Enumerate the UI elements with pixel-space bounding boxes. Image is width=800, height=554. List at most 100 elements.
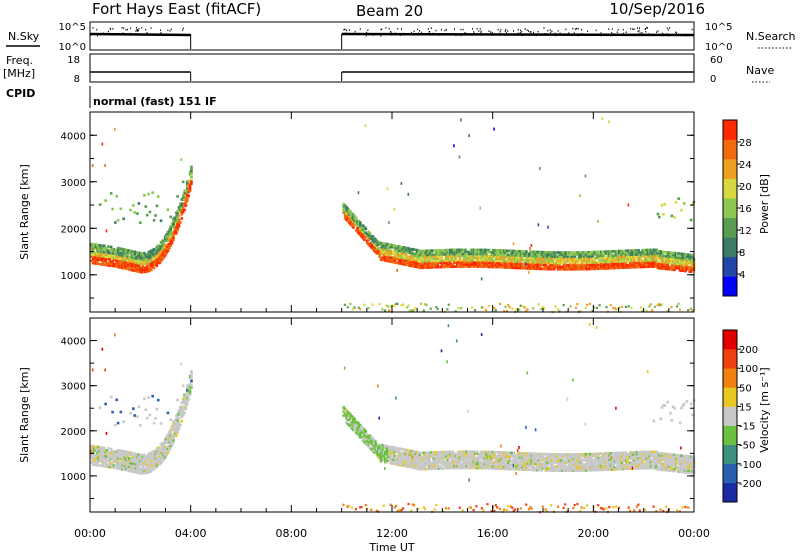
scatter-cell (360, 427, 364, 431)
nsky-point (366, 31, 368, 34)
scatter-cell (401, 246, 405, 249)
scatter-cell (609, 256, 613, 260)
scatter-cell (100, 252, 103, 256)
scatter-cell (346, 422, 350, 426)
scatter-cell (530, 462, 534, 466)
scatter-cell (509, 266, 513, 269)
scatter-cell (176, 228, 179, 232)
scatter-cell (576, 259, 579, 263)
scatter-cell (584, 257, 588, 260)
scatter-cell (509, 255, 513, 259)
scatter-cell (555, 467, 559, 470)
scatter-cell (504, 259, 507, 263)
scatter-cell (570, 259, 574, 263)
scatter-cell (561, 463, 564, 466)
scatter-cell (466, 456, 470, 460)
scatter-cell (508, 306, 511, 309)
scatter-cell (532, 456, 535, 460)
scatter-cell (172, 422, 175, 426)
scatter-cell (129, 469, 132, 473)
scatter-cell (479, 464, 483, 468)
scatter-cell (609, 303, 612, 307)
scatter-cell (137, 405, 141, 409)
scatter-cell (429, 451, 433, 454)
scatter-cell (346, 416, 350, 420)
scatter-cell (519, 507, 522, 510)
scatter-cell (418, 264, 422, 268)
scatter-cell (440, 255, 444, 258)
nsky-point (397, 27, 399, 30)
scatter-cell (152, 468, 156, 471)
scatter-cell (382, 242, 386, 245)
scatter-cell (177, 210, 181, 213)
scatter-cell (425, 251, 429, 255)
scatter-cell (431, 263, 434, 267)
scatter-cell (572, 455, 575, 458)
scatter-cell (144, 255, 148, 259)
scatter-cell (90, 255, 94, 258)
scatter-cell (408, 449, 412, 453)
scatter-cell (552, 263, 556, 267)
scatter-cell (187, 398, 190, 401)
scatter-cell (392, 260, 395, 264)
scatter-cell (138, 467, 142, 471)
scatter-cell (428, 249, 431, 253)
scatter-cell (389, 503, 392, 506)
scatter-cell (382, 248, 386, 252)
scatter-cell (455, 454, 459, 458)
scatter-cell (383, 452, 387, 456)
nsky-point (505, 34, 507, 36)
scatter-cell (141, 268, 145, 272)
scatter-cell (379, 451, 383, 455)
scatter-cell (494, 465, 498, 468)
scatter-cell (440, 458, 444, 462)
scatter-cell (601, 256, 604, 260)
scatter-cell (350, 218, 354, 221)
scatter-cell (129, 260, 132, 263)
scatter-cell (574, 257, 578, 261)
scatter-cell (152, 459, 156, 463)
scatter-cell (516, 448, 519, 452)
scatter-cell (364, 438, 368, 441)
scatter-cell (130, 268, 134, 272)
scatter-cell (152, 451, 156, 455)
scatter-cell (404, 252, 408, 256)
scatter-cell (176, 213, 179, 217)
scatter-cell (523, 266, 527, 270)
scatter-cell (177, 220, 181, 224)
scatter-cell (114, 221, 117, 224)
scatter-cell (176, 218, 179, 221)
scatter-cell (473, 265, 477, 268)
scatter-cell (386, 451, 390, 454)
scatter-cell (116, 458, 120, 462)
scatter-cell (404, 263, 408, 267)
scatter-cell (491, 463, 495, 466)
scatter-cell (561, 455, 564, 458)
scatter-cell (563, 268, 567, 271)
scatter-cell (363, 303, 366, 306)
scatter-cell (487, 261, 491, 264)
scatter-cell (381, 258, 384, 262)
scatter-cell (597, 454, 600, 458)
nsky-point (453, 28, 455, 30)
scatter-cell (516, 258, 520, 261)
scatter-cell (666, 310, 669, 313)
scatter-cell (163, 449, 167, 453)
scatter-cell (424, 303, 427, 306)
scatter-cell (652, 259, 656, 262)
scatter-cell (595, 254, 599, 258)
scatter-cell (190, 374, 193, 377)
scatter-cell (141, 264, 145, 268)
scatter-cell (363, 428, 366, 432)
scatter-cell (588, 302, 592, 305)
scatter-cell (383, 259, 387, 262)
scatter-cell (588, 253, 592, 256)
scatter-cell (162, 457, 166, 461)
scatter-cell (356, 226, 359, 230)
scatter-cell (637, 261, 640, 265)
scatter-cell (176, 414, 179, 418)
nsky-point (577, 34, 579, 37)
scatter-cell (418, 461, 422, 465)
scatter-cell (638, 253, 642, 256)
scatter-cell (660, 258, 664, 262)
